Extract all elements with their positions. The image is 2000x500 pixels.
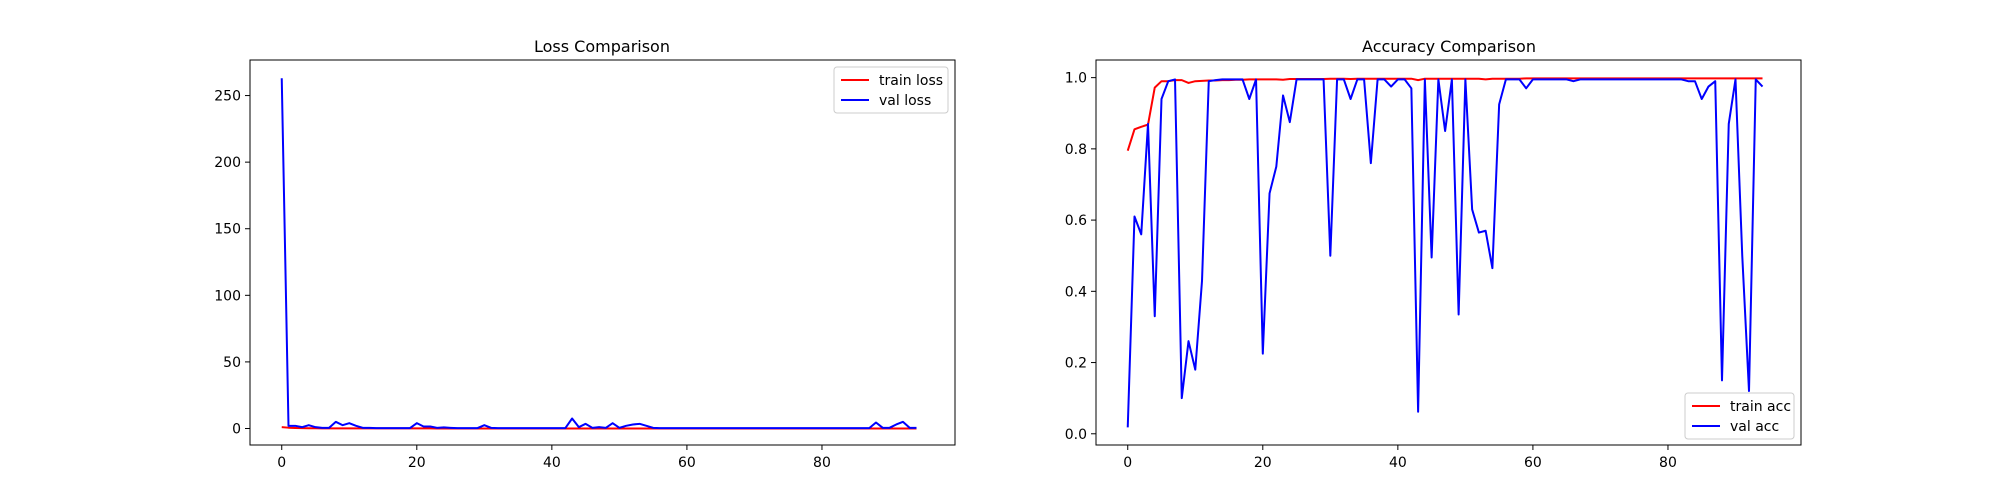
accuracy-chart-title: Accuracy Comparison: [1362, 37, 1536, 56]
series-line-val-acc: [1126, 78, 1764, 428]
acc-y-tick-label: 0.6: [1065, 213, 1087, 229]
legend-label-val-loss: val loss: [879, 93, 931, 109]
loss-chart-lines: [280, 78, 917, 430]
acc-y-tick-label: 0.0: [1065, 427, 1087, 443]
loss-x-tick-label: 40: [543, 455, 561, 471]
accuracy-chart-lines: [1126, 77, 1764, 428]
loss-chart-title: Loss Comparison: [534, 37, 670, 56]
acc-y-tick-label: 0.4: [1065, 284, 1087, 300]
loss-x-tick-label: 20: [408, 455, 426, 471]
loss-y-tick-label: 50: [223, 355, 241, 371]
loss-y-tick-label: 150: [214, 222, 241, 238]
acc-x-tick-label: 60: [1524, 455, 1542, 471]
acc-x-tick-label: 40: [1389, 455, 1407, 471]
acc-x-tick-label: 80: [1659, 455, 1677, 471]
accuracy-chart-ticks: 0 20 40 60 80 0.0 0.2 0.4 0.6 0.8 1.0: [1065, 71, 1677, 471]
accuracy-chart-frame: [1095, 59, 1802, 446]
loss-y-tick-label: 0: [232, 421, 241, 437]
legend-label-train-acc: train acc: [1730, 399, 1791, 415]
loss-x-tick-label: 80: [813, 455, 831, 471]
accuracy-chart-legend: train acc val acc: [1684, 392, 1795, 440]
accuracy-comparison-chart: Accuracy Comparison 0 20 40 60 80 0.0 0.2 0.4 0.…: [1065, 37, 1802, 471]
acc-x-tick-label: 0: [1123, 455, 1132, 471]
acc-y-tick-label: 1.0: [1065, 71, 1087, 87]
series-line-val-loss: [280, 78, 917, 430]
loss-chart-frame: [249, 59, 956, 446]
loss-y-tick-label: 200: [214, 155, 241, 171]
legend-label-train-loss: train loss: [879, 73, 943, 89]
loss-x-tick-label: 0: [277, 455, 286, 471]
loss-y-tick-label: 250: [214, 89, 241, 105]
loss-y-tick-label: 100: [214, 288, 241, 304]
accuracy-legend-box: [1684, 392, 1795, 440]
loss-legend-box: [833, 66, 949, 114]
loss-comparison-chart: Loss Comparison 0 20 40 60 80 0 50 100 150 200 250…: [214, 37, 956, 471]
loss-chart-ticks: 0 20 40 60 80 0 50 100 150 200 250: [214, 89, 831, 471]
legend-label-val-acc: val acc: [1730, 419, 1779, 435]
acc-x-tick-label: 20: [1254, 455, 1272, 471]
acc-y-tick-label: 0.2: [1065, 356, 1087, 372]
loss-chart-legend: train loss val loss: [833, 66, 949, 114]
loss-x-tick-label: 60: [678, 455, 696, 471]
acc-y-tick-label: 0.8: [1065, 142, 1087, 158]
